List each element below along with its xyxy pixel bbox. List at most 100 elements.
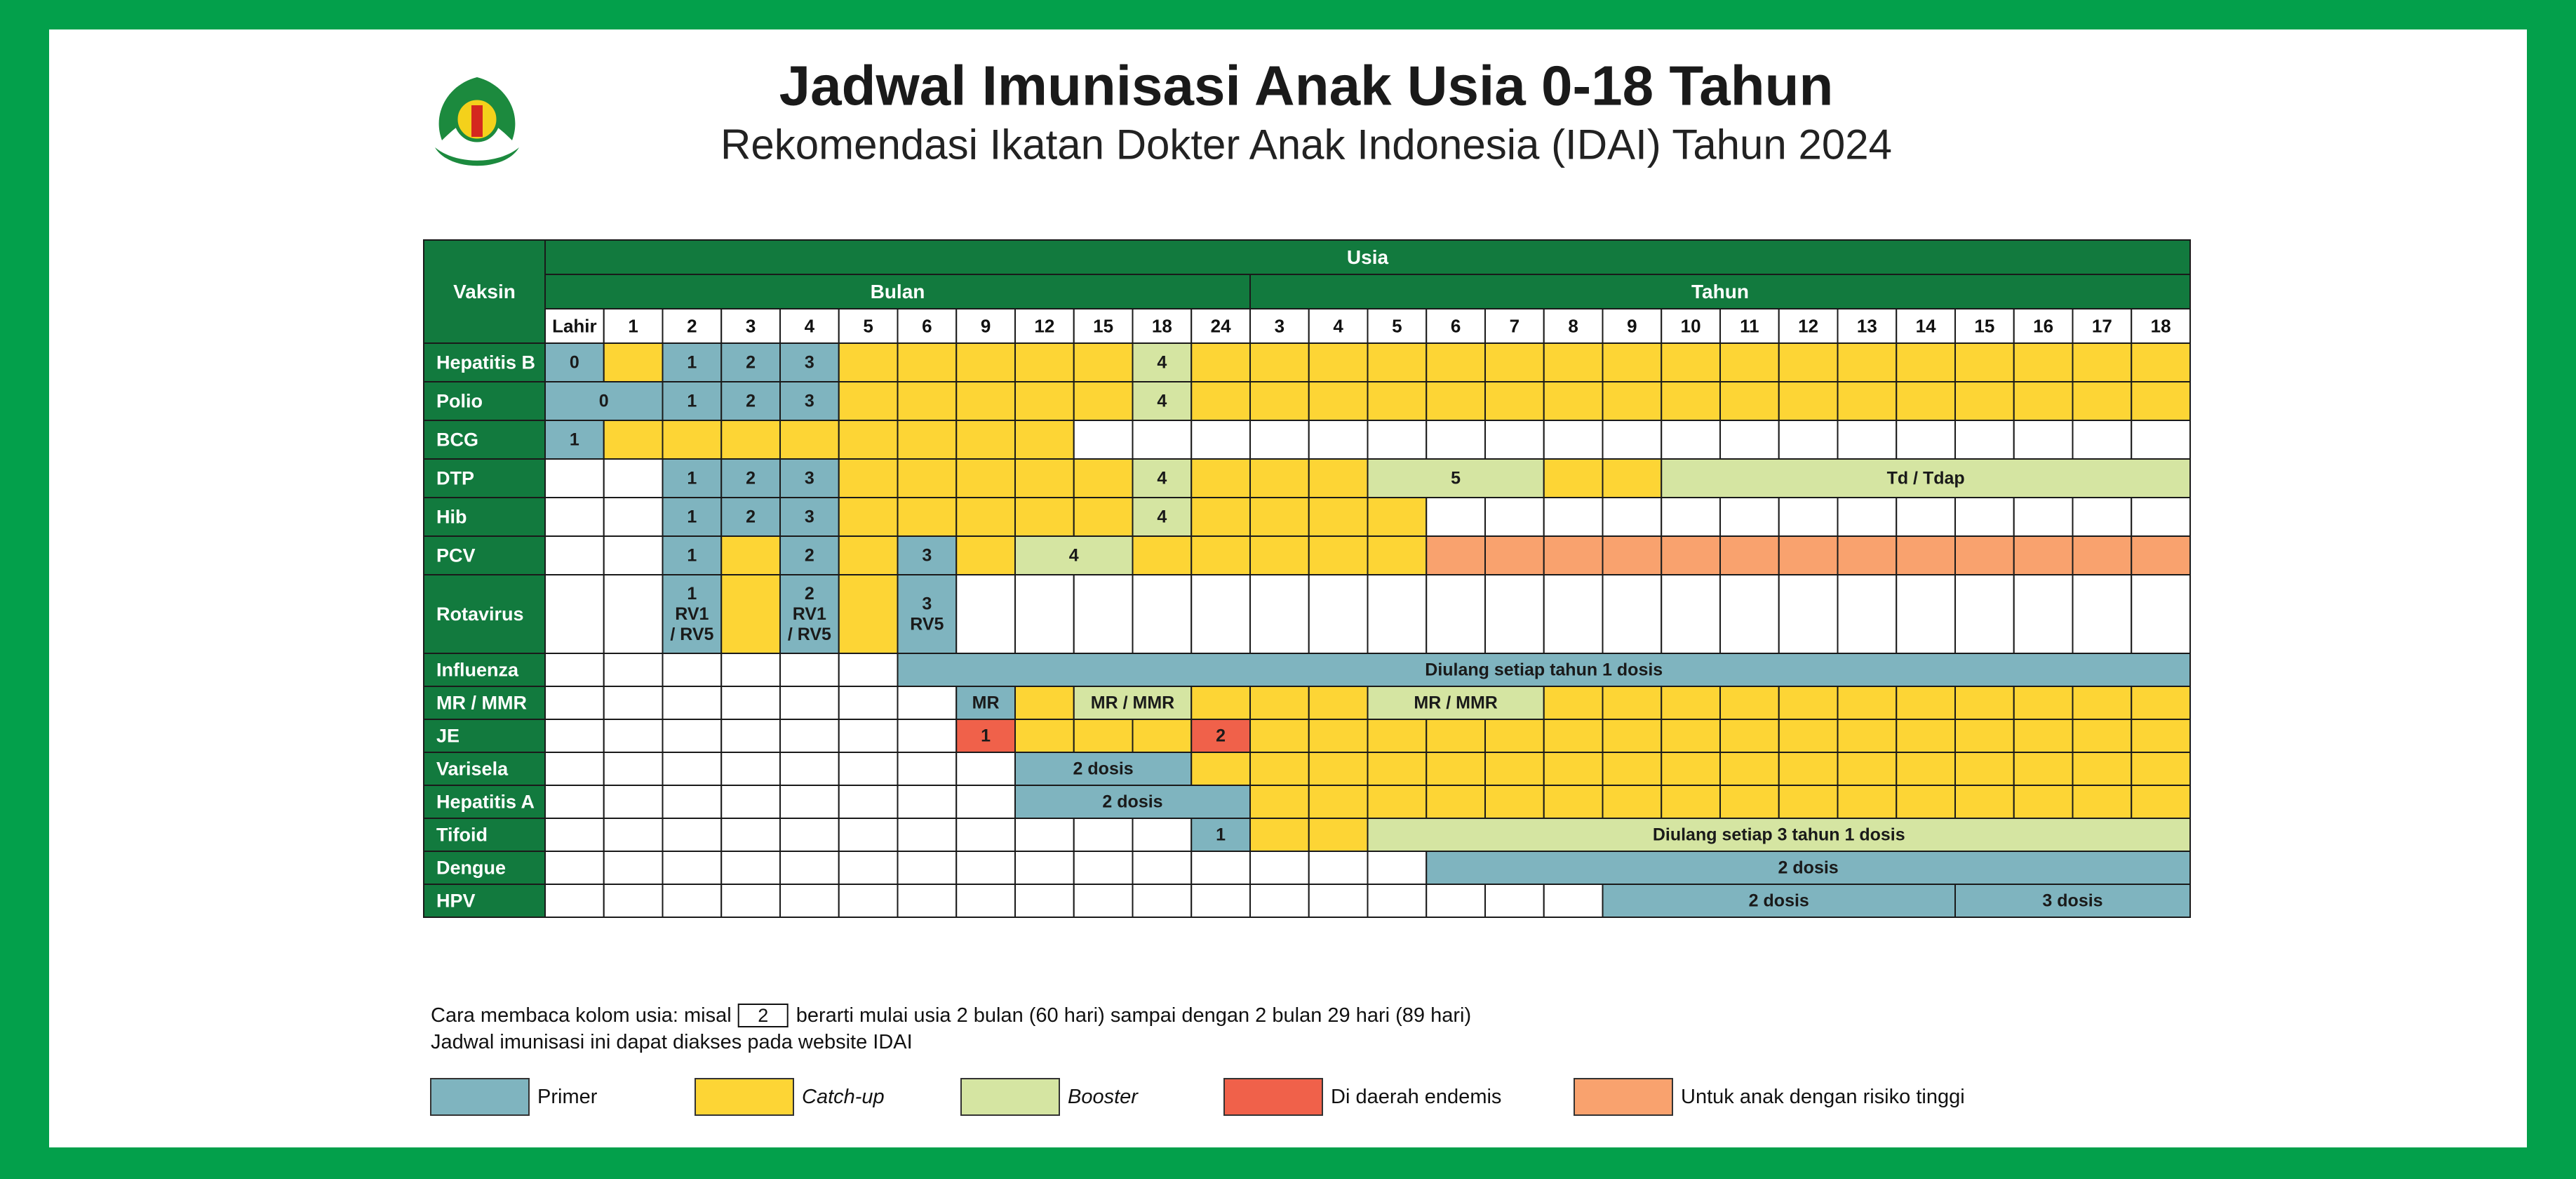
cell	[1837, 381, 1898, 421]
cell	[1602, 686, 1663, 720]
cell-label: MR / MMR	[1414, 693, 1497, 713]
cell	[2131, 719, 2191, 753]
cell	[838, 653, 899, 687]
cell	[544, 497, 605, 537]
cell	[779, 686, 840, 720]
cell-label: 1	[570, 430, 579, 450]
cell	[1308, 719, 1369, 753]
cell	[1425, 381, 1486, 421]
cell-label: 2	[746, 507, 756, 527]
example-box	[737, 1004, 789, 1027]
cell	[1954, 420, 2015, 460]
cell-label: 3 RV5	[910, 594, 944, 634]
legend-label: Untuk anak dengan risiko tinggi	[1681, 1086, 1965, 1108]
cell	[838, 342, 899, 382]
cell	[1661, 574, 1721, 654]
cell	[1661, 535, 1721, 575]
cell	[1190, 420, 1251, 460]
cell	[1837, 719, 1898, 753]
cell	[955, 535, 1016, 575]
cell	[662, 686, 723, 720]
column-header: 6	[1451, 316, 1461, 337]
cell-label-line: 2	[805, 584, 814, 604]
cell	[1367, 752, 1428, 786]
cell-label: Diulang setiap 3 tahun 1 dosis	[1653, 825, 1905, 845]
cell	[1543, 458, 1604, 498]
cell	[838, 458, 899, 498]
cell	[897, 818, 958, 852]
cell	[720, 818, 781, 852]
cell-label-line: RV1	[793, 604, 826, 624]
cell	[1778, 381, 1839, 421]
cell	[1896, 535, 1956, 575]
cell	[1896, 420, 1956, 460]
cell	[662, 752, 723, 786]
cell	[1073, 719, 1134, 753]
cell	[1425, 785, 1486, 819]
cell	[2131, 381, 2191, 421]
cell	[1602, 342, 1663, 382]
cell	[1190, 535, 1251, 575]
schedule-cell	[1014, 535, 1134, 575]
cell	[1367, 785, 1428, 819]
cell	[1308, 535, 1369, 575]
schedule-cell	[662, 497, 723, 537]
cell	[1602, 458, 1663, 498]
cell	[1367, 381, 1428, 421]
cell	[2072, 497, 2133, 537]
cell	[1308, 686, 1369, 720]
vaccine-name: Polio	[436, 391, 483, 412]
cell	[955, 818, 1016, 852]
cell	[1425, 342, 1486, 382]
vaccine-name-cell	[423, 785, 546, 819]
cell	[603, 719, 664, 753]
cell	[1073, 342, 1134, 382]
cell	[720, 884, 781, 918]
cell	[2072, 381, 2133, 421]
cell-label-line: 3	[922, 594, 932, 614]
cell	[1425, 535, 1486, 575]
column-header: 15	[1974, 316, 1994, 337]
schedule-cell	[1367, 458, 1545, 498]
column-header: 18	[2151, 316, 2171, 337]
cell	[1249, 752, 1310, 786]
cell	[544, 785, 605, 819]
cell	[662, 851, 723, 885]
column-header: 9	[1627, 316, 1637, 337]
cell	[2013, 497, 2074, 537]
column-header: 4	[805, 316, 815, 337]
cell	[838, 785, 899, 819]
cell	[1425, 497, 1486, 537]
column-header: 2	[687, 316, 697, 337]
cell-label: 3	[805, 353, 814, 373]
column-header: 1	[628, 316, 638, 337]
vaccine-name-cell	[423, 535, 546, 575]
cell	[603, 574, 664, 654]
cell	[1249, 458, 1310, 498]
cell	[1367, 851, 1428, 885]
cell	[2013, 719, 2074, 753]
cell	[1954, 574, 2015, 654]
cell	[1308, 574, 1369, 654]
cell	[1249, 818, 1310, 852]
cell-label: MR	[972, 693, 1000, 713]
cell	[955, 420, 1016, 460]
cell	[544, 752, 605, 786]
cell	[1249, 420, 1310, 460]
cell	[1602, 535, 1663, 575]
cell	[720, 653, 781, 687]
vaccine-name: Hepatitis A	[436, 792, 535, 813]
cell	[1308, 818, 1369, 852]
vaccine-name: Tifoid	[436, 825, 488, 846]
cell	[1543, 381, 1604, 421]
column-header: 14	[1916, 316, 1936, 337]
cell	[720, 686, 781, 720]
cell	[1719, 342, 1780, 382]
cell	[603, 752, 664, 786]
cell	[1425, 420, 1486, 460]
cell-label: 2 dosis	[1073, 759, 1134, 779]
cell	[838, 851, 899, 885]
cell	[1778, 785, 1839, 819]
cell	[1837, 752, 1898, 786]
